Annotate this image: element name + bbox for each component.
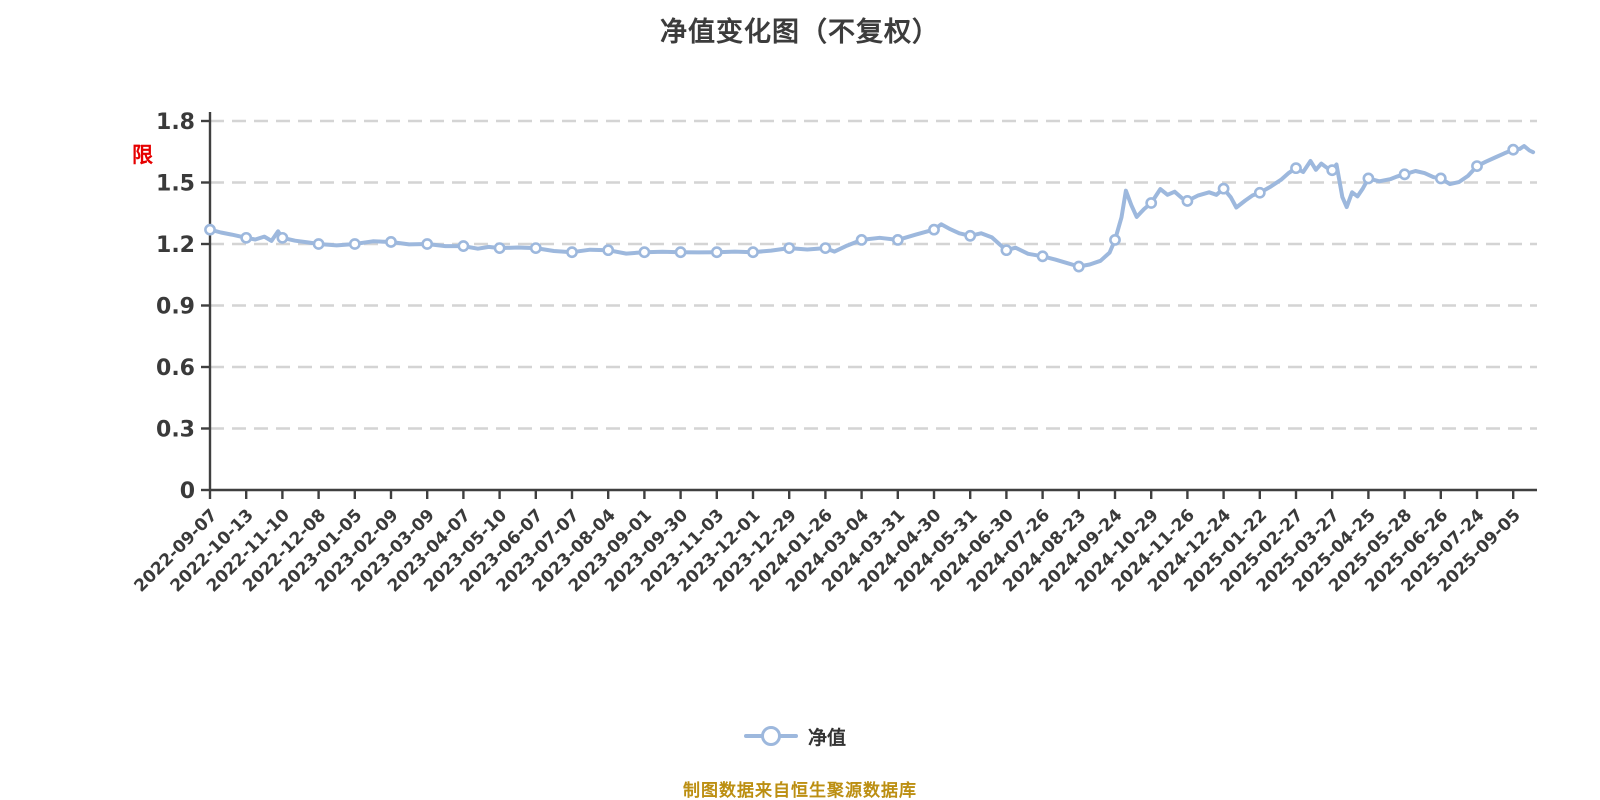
y-tick-label: 1.2 bbox=[156, 233, 195, 258]
data-point-marker bbox=[276, 231, 289, 244]
data-point-marker bbox=[1362, 172, 1375, 185]
data-point-marker bbox=[638, 246, 651, 259]
data-point-marker bbox=[1181, 195, 1194, 207]
data-point-marker bbox=[312, 238, 325, 250]
data-point-marker bbox=[1253, 186, 1266, 199]
y-tick-label: 0.6 bbox=[156, 356, 195, 381]
data-point-marker bbox=[710, 246, 723, 259]
data-point-marker bbox=[240, 231, 253, 244]
data-point-marker bbox=[1145, 197, 1158, 209]
data-point-marker bbox=[385, 236, 397, 248]
data-source-note: 制图数据来自恒生聚源数据库 bbox=[683, 781, 917, 800]
data-point-marker bbox=[1000, 244, 1013, 257]
data-point-marker bbox=[891, 233, 904, 246]
data-point-marker bbox=[928, 223, 940, 236]
data-point-marker bbox=[421, 238, 434, 250]
legend: 净值 bbox=[744, 724, 847, 749]
y-tick-label: 1.5 bbox=[156, 172, 195, 197]
data-point-marker bbox=[747, 246, 759, 259]
data-point-marker bbox=[493, 242, 506, 254]
data-point-marker bbox=[1072, 260, 1085, 273]
data-point-marker bbox=[204, 223, 216, 236]
y-tick-label: 1.8 bbox=[156, 110, 195, 135]
data-point-marker bbox=[1507, 143, 1520, 156]
data-point-marker bbox=[1109, 233, 1121, 246]
data-point-marker bbox=[819, 242, 832, 254]
purchase-limit-red-label: 限 bbox=[132, 144, 153, 167]
data-point-marker bbox=[1217, 182, 1230, 195]
y-tick-label: 0 bbox=[180, 479, 195, 504]
y-tick-label: 0.3 bbox=[156, 418, 195, 443]
data-point-marker bbox=[674, 246, 687, 259]
data-point-marker bbox=[783, 242, 796, 254]
data-point-marker bbox=[566, 246, 578, 259]
y-tick-label: 0.9 bbox=[156, 295, 195, 320]
net-value-series-line bbox=[208, 144, 1536, 269]
chart-title: 净值变化图（不复权） bbox=[660, 17, 940, 47]
data-point-marker bbox=[855, 233, 868, 246]
data-point-marker bbox=[1398, 168, 1411, 181]
data-point-marker bbox=[529, 242, 542, 254]
data-point-marker bbox=[1036, 250, 1049, 263]
data-point-marker bbox=[457, 240, 470, 252]
data-point-marker bbox=[602, 244, 615, 257]
data-point-marker bbox=[1471, 160, 1483, 172]
data-point-marker bbox=[1434, 172, 1447, 185]
data-point-marker bbox=[964, 229, 977, 242]
data-point-marker bbox=[348, 238, 361, 250]
data-point-marker bbox=[1290, 162, 1302, 175]
legend-line-sample bbox=[744, 726, 798, 746]
legend-label: 净值 bbox=[808, 727, 847, 749]
legend-circle-marker-icon bbox=[761, 726, 781, 746]
data-point-marker bbox=[1326, 164, 1339, 177]
